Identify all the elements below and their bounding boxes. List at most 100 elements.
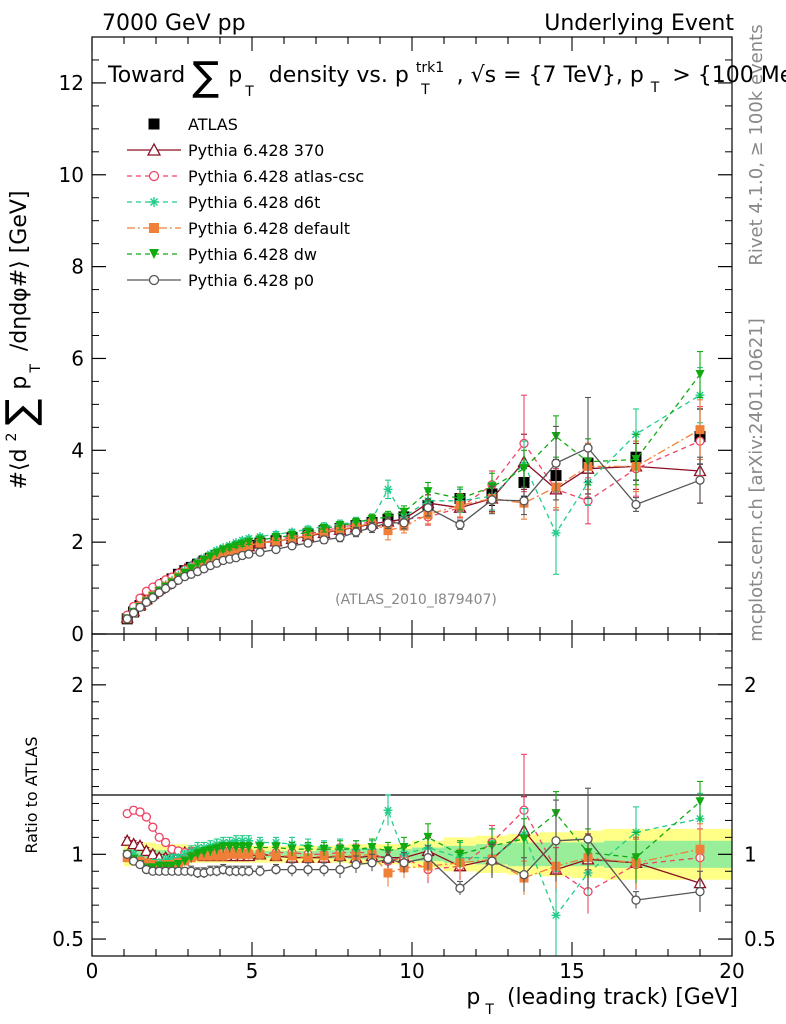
data-point-dw bbox=[271, 533, 281, 543]
series-dw bbox=[122, 351, 705, 624]
ratio-point-dw bbox=[335, 844, 345, 854]
main-series bbox=[120, 351, 707, 625]
y-tick-label: 8 bbox=[71, 255, 84, 279]
ratio-point-p0 bbox=[255, 866, 265, 876]
ylabel-part-a: #⟨d bbox=[7, 449, 32, 490]
ratio-point-dw bbox=[287, 844, 297, 854]
legend-entry-default: Pythia 6.428 default bbox=[127, 219, 350, 238]
data-point-dw bbox=[193, 559, 203, 569]
ratio-point-default bbox=[225, 849, 235, 859]
data-point-dw bbox=[186, 564, 196, 574]
ratio-y-tick-label-left: 2 bbox=[71, 673, 84, 697]
data-point-p0 bbox=[583, 443, 593, 453]
data-point-dw bbox=[519, 464, 529, 474]
legend-entry-atlascsc: Pythia 6.428 atlas-csc bbox=[127, 167, 364, 186]
legend-marker-d6t bbox=[149, 197, 159, 207]
ratio-point-dw bbox=[231, 843, 241, 853]
legend-entry-p370: Pythia 6.428 370 bbox=[127, 141, 324, 160]
legend-label-dw: Pythia 6.428 dw bbox=[188, 245, 317, 264]
data-point-dw bbox=[225, 543, 235, 553]
series-d6t bbox=[122, 367, 705, 624]
title-mid: density vs. p bbox=[269, 63, 409, 88]
title-T2: T bbox=[420, 82, 430, 98]
uncertainty-band-inner bbox=[316, 850, 348, 859]
ylabel-part-b: /dηdφ#⟩ [GeV] bbox=[7, 191, 32, 352]
legend-marker-dw bbox=[149, 249, 159, 259]
x-tick-label: 0 bbox=[86, 959, 99, 983]
data-point-p0 bbox=[122, 614, 132, 624]
data-point-dw bbox=[351, 518, 361, 528]
xlabel-p: p bbox=[466, 985, 480, 1010]
y-tick-label: 0 bbox=[71, 622, 84, 646]
data-point-p0 bbox=[351, 527, 361, 537]
legend-entry-atlas: ATLAS bbox=[148, 115, 238, 134]
ratio-point-dw bbox=[271, 843, 281, 853]
ratio-point-d6t bbox=[551, 910, 561, 920]
data-point-p0 bbox=[154, 588, 164, 598]
data-point-p0 bbox=[319, 535, 329, 545]
ratio-point-p0 bbox=[423, 853, 433, 863]
ratio-point-default bbox=[237, 849, 247, 859]
data-point-p0 bbox=[399, 518, 409, 528]
ratio-point-dw bbox=[351, 844, 361, 854]
ratio-point-dw bbox=[205, 846, 215, 856]
data-point-dw bbox=[631, 454, 641, 464]
series-default bbox=[122, 399, 705, 624]
ratio-point-p370 bbox=[120, 833, 134, 846]
ratio-point-default bbox=[303, 853, 313, 863]
ratio-point-dw bbox=[186, 853, 196, 863]
data-point-dw bbox=[205, 552, 215, 562]
ylabel-sum: ∑ bbox=[0, 399, 44, 426]
ratio-point-p370 bbox=[133, 838, 147, 851]
ratio-point-default bbox=[244, 849, 254, 859]
data-point-p0 bbox=[271, 544, 281, 555]
data-point-dw bbox=[319, 523, 329, 533]
data-point-p0 bbox=[455, 520, 465, 530]
ratio-point-dw bbox=[218, 843, 228, 853]
legend-marker-d6t-stroke bbox=[149, 197, 159, 207]
data-point-p0 bbox=[135, 602, 145, 613]
data-point-p0 bbox=[287, 541, 297, 551]
data-point-default bbox=[695, 425, 705, 435]
data-point-p0 bbox=[244, 549, 254, 559]
data-point-dw bbox=[287, 530, 297, 540]
ratio-point-p0 bbox=[351, 859, 361, 870]
ratio-point-default bbox=[383, 868, 393, 878]
ratio-y-tick-label-left: 0.5 bbox=[52, 927, 84, 951]
main-title: Toward ∑ p T density vs. p trk1 T , √s =… bbox=[107, 53, 786, 102]
main-plot: 0 2 4 6 8 10 12 bbox=[59, 36, 733, 646]
data-point-d6t bbox=[383, 484, 393, 494]
ratio-point-p0 bbox=[383, 854, 393, 865]
ratio-point-d6t-stroke bbox=[181, 850, 189, 858]
ratio-point-dw bbox=[180, 856, 190, 866]
ratio-y-tick-label-left: 1 bbox=[71, 842, 84, 866]
data-point-p0 bbox=[423, 503, 433, 513]
uncertainty-band-inner bbox=[348, 849, 380, 860]
ratio-point-p0 bbox=[551, 836, 561, 846]
legend-label-atlas: ATLAS bbox=[188, 115, 238, 134]
ratio-point-d6t-stroke bbox=[168, 854, 176, 862]
data-point-p0 bbox=[167, 579, 177, 590]
ratio-point-dw bbox=[631, 853, 641, 863]
title-p: p bbox=[228, 63, 242, 88]
ratio-series bbox=[120, 753, 707, 956]
data-point-dw bbox=[695, 370, 705, 380]
data-point-d6t bbox=[551, 528, 561, 538]
data-point-dw bbox=[244, 537, 254, 547]
data-point-dw bbox=[303, 527, 313, 537]
legend-marker-atlascsc bbox=[148, 170, 160, 182]
ratio-point-dw bbox=[455, 849, 465, 859]
ratio-point-dw bbox=[423, 832, 433, 842]
ratio-ylabel: Ratio to ATLAS bbox=[22, 736, 41, 853]
ratio-axis-ticks: 0.5 0.51 12 20 5 10 15 20 bbox=[52, 634, 776, 983]
x-tick-label: 10 bbox=[399, 959, 424, 983]
data-point-dw bbox=[399, 507, 409, 517]
data-point-p0 bbox=[303, 538, 313, 548]
main-ylabel-text: #⟨d 2 ∑ p T /dηdφ#⟩ [GeV] bbox=[0, 191, 46, 490]
ratio-point-dw bbox=[244, 843, 254, 853]
legend-entry-p0: Pythia 6.428 p0 bbox=[127, 271, 314, 290]
mcplots-label: mcplots.cern.ch [arXiv:2401.10621] bbox=[746, 318, 767, 642]
title-trk: trk1 bbox=[416, 60, 444, 76]
data-point-dw bbox=[199, 556, 209, 566]
